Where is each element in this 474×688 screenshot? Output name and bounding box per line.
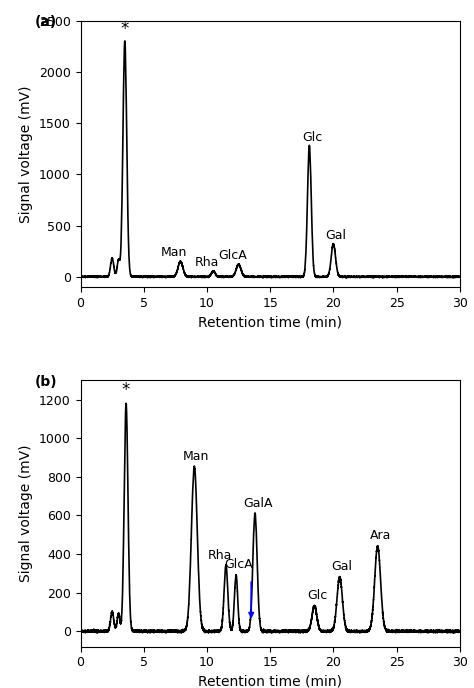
Text: Man: Man — [182, 451, 209, 463]
Text: *: * — [120, 20, 129, 38]
Text: Glc: Glc — [307, 590, 327, 602]
Text: (b): (b) — [35, 375, 58, 389]
Text: GlcA: GlcA — [224, 559, 253, 572]
Text: GlcA: GlcA — [218, 250, 246, 262]
Y-axis label: Signal voltage (mV): Signal voltage (mV) — [19, 444, 34, 582]
Text: Rha: Rha — [195, 256, 219, 269]
Text: Ara: Ara — [369, 530, 391, 542]
Y-axis label: Signal voltage (mV): Signal voltage (mV) — [19, 85, 34, 223]
X-axis label: Retention time (min): Retention time (min) — [198, 675, 342, 688]
X-axis label: Retention time (min): Retention time (min) — [198, 315, 342, 330]
Text: Glc: Glc — [302, 131, 322, 144]
Text: Gal: Gal — [326, 229, 346, 242]
Text: Rha: Rha — [208, 549, 232, 562]
Text: Gal: Gal — [332, 560, 353, 573]
Text: (a): (a) — [35, 15, 57, 30]
Text: Man: Man — [161, 246, 187, 259]
Text: GalA: GalA — [243, 497, 272, 510]
Text: *: * — [122, 380, 130, 398]
